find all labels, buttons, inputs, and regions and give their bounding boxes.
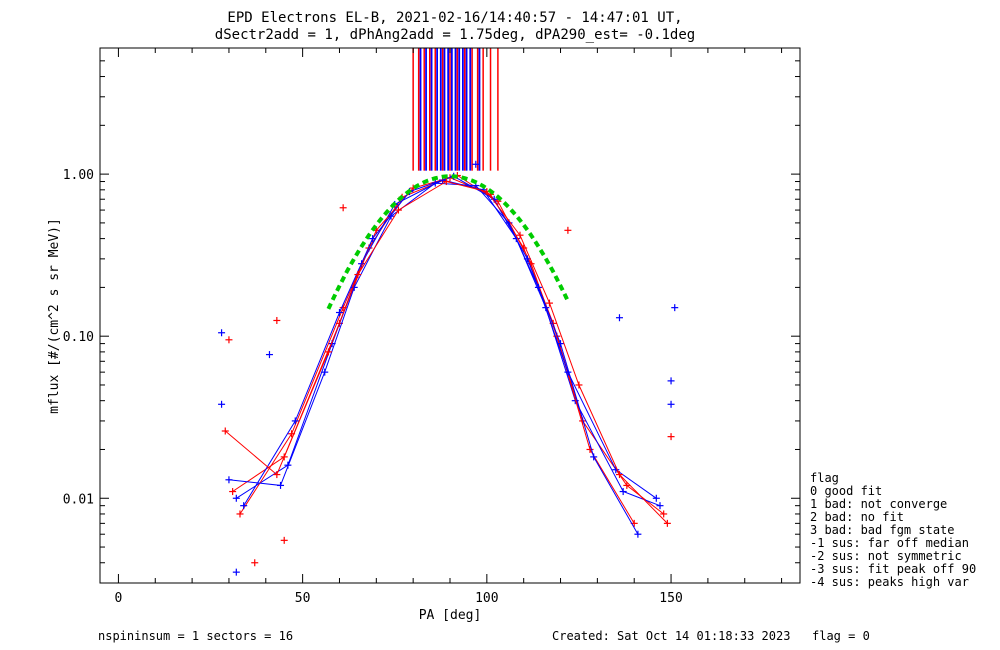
- series-3-point-4: [387, 212, 395, 220]
- outlier-point-8: [667, 433, 675, 441]
- series-4-point-10: [634, 530, 642, 538]
- legend-item-1: 1 bad: not converge: [810, 497, 947, 511]
- series-5-point-11: [663, 519, 671, 527]
- series-line-0: [232, 177, 665, 515]
- y-tick-label-0: 0.01: [63, 492, 94, 507]
- outlier-point-13: [251, 559, 259, 567]
- legend-item-4: -1 sus: far off median: [810, 536, 969, 550]
- series-0-point-10: [623, 481, 631, 489]
- axes: [99, 47, 801, 584]
- data-series: [221, 172, 671, 538]
- series-5-point-4: [394, 206, 402, 214]
- series-5-point-7: [516, 231, 524, 239]
- series-0-point-0: [229, 488, 237, 496]
- series-4-point-3: [369, 235, 377, 243]
- series-1-point-10: [619, 488, 627, 496]
- series-1-point-0: [232, 494, 240, 502]
- footer-nspin: nspininsum = 1 sectors = 16: [98, 629, 293, 643]
- fit-curve: [326, 174, 570, 310]
- series-3-point-1: [277, 481, 285, 489]
- saturated-vertical-lines: [412, 48, 499, 171]
- chart-title-line1: EPD Electrons EL-B, 2021-02-16/14:40:57 …: [227, 10, 682, 26]
- x-tick-label-3: 150: [659, 591, 682, 606]
- outlier-point-1: [225, 336, 233, 344]
- outlier-point-10: [339, 204, 347, 212]
- x-tick-label-0: 0: [115, 591, 123, 606]
- series-3-point-2: [321, 368, 329, 376]
- series-line-4: [243, 175, 639, 535]
- series-line-5: [224, 180, 668, 524]
- outlier-point-0: [218, 329, 226, 337]
- series-4-point-9: [590, 453, 598, 461]
- outlier-point-2: [218, 400, 226, 408]
- series-4-point-2: [335, 309, 343, 317]
- fit-curve-group: [326, 174, 570, 310]
- outlier-point-15: [280, 536, 288, 544]
- series-5-point-8: [545, 299, 553, 307]
- outlier-point-12: [472, 160, 480, 168]
- outlier-points: [218, 160, 679, 576]
- series-5-point-2: [324, 348, 332, 356]
- series-4-point-8: [557, 340, 565, 348]
- outlier-point-9: [615, 314, 623, 322]
- series-5-point-3: [354, 271, 362, 279]
- series-5-point-9: [575, 381, 583, 389]
- series-4-point-7: [523, 255, 531, 263]
- series-4-point-1: [291, 417, 299, 425]
- y-tick-label-2: 1.00: [63, 168, 94, 183]
- legend-item-7: -4 sus: peaks high var: [810, 575, 969, 589]
- outlier-point-5: [671, 304, 679, 312]
- x-axis-label: PA [deg]: [419, 608, 482, 623]
- outlier-point-3: [265, 351, 273, 359]
- series-4-point-0: [240, 502, 248, 510]
- legend-item-5: -2 sus: not symmetric: [810, 549, 962, 563]
- series-2-point-9: [586, 445, 594, 453]
- flag-legend: 0 good fit 1 bad: not converge 2 bad: no…: [810, 484, 976, 589]
- outlier-point-7: [667, 400, 675, 408]
- x-tick-label-2: 100: [475, 591, 498, 606]
- series-5-point-1: [273, 471, 281, 479]
- chart-title-line2: dSectr2add = 1, dPhAng2add = 1.75deg, dP…: [215, 27, 695, 43]
- series-line-2: [239, 174, 635, 524]
- series-3-point-11: [652, 494, 660, 502]
- legend-item-6: -3 sus: fit peak off 90: [810, 562, 976, 576]
- legend-item-2: 2 bad: no fit: [810, 510, 904, 524]
- legend-title: flag: [810, 471, 839, 485]
- series-5-point-5: [442, 178, 450, 186]
- series-line-3: [228, 182, 657, 499]
- outlier-point-4: [273, 316, 281, 324]
- series-5-point-0: [221, 427, 229, 435]
- series-0-point-11: [660, 510, 668, 518]
- series-2-point-0: [236, 510, 244, 518]
- y-axis-label: mflux [#/(cm^2 s sr MeV)]: [47, 218, 62, 414]
- legend-item-0: 0 good fit: [810, 484, 882, 498]
- series-5-point-10: [615, 471, 623, 479]
- tick-labels: 0 50 100 150 0.01 0.10 1.00: [63, 168, 683, 606]
- footer-flag: flag = 0: [812, 629, 870, 643]
- series-1-point-11: [656, 502, 664, 510]
- y-tick-label-1: 0.10: [63, 330, 94, 345]
- outlier-point-14: [232, 568, 240, 576]
- outlier-point-11: [564, 226, 572, 234]
- footer-created: Created: Sat Oct 14 01:18:33 2023: [552, 629, 790, 643]
- outlier-point-6: [667, 377, 675, 385]
- legend-item-3: 3 bad: bad fgm state: [810, 523, 955, 537]
- series-3-point-0: [225, 476, 233, 484]
- x-tick-label-1: 50: [295, 591, 311, 606]
